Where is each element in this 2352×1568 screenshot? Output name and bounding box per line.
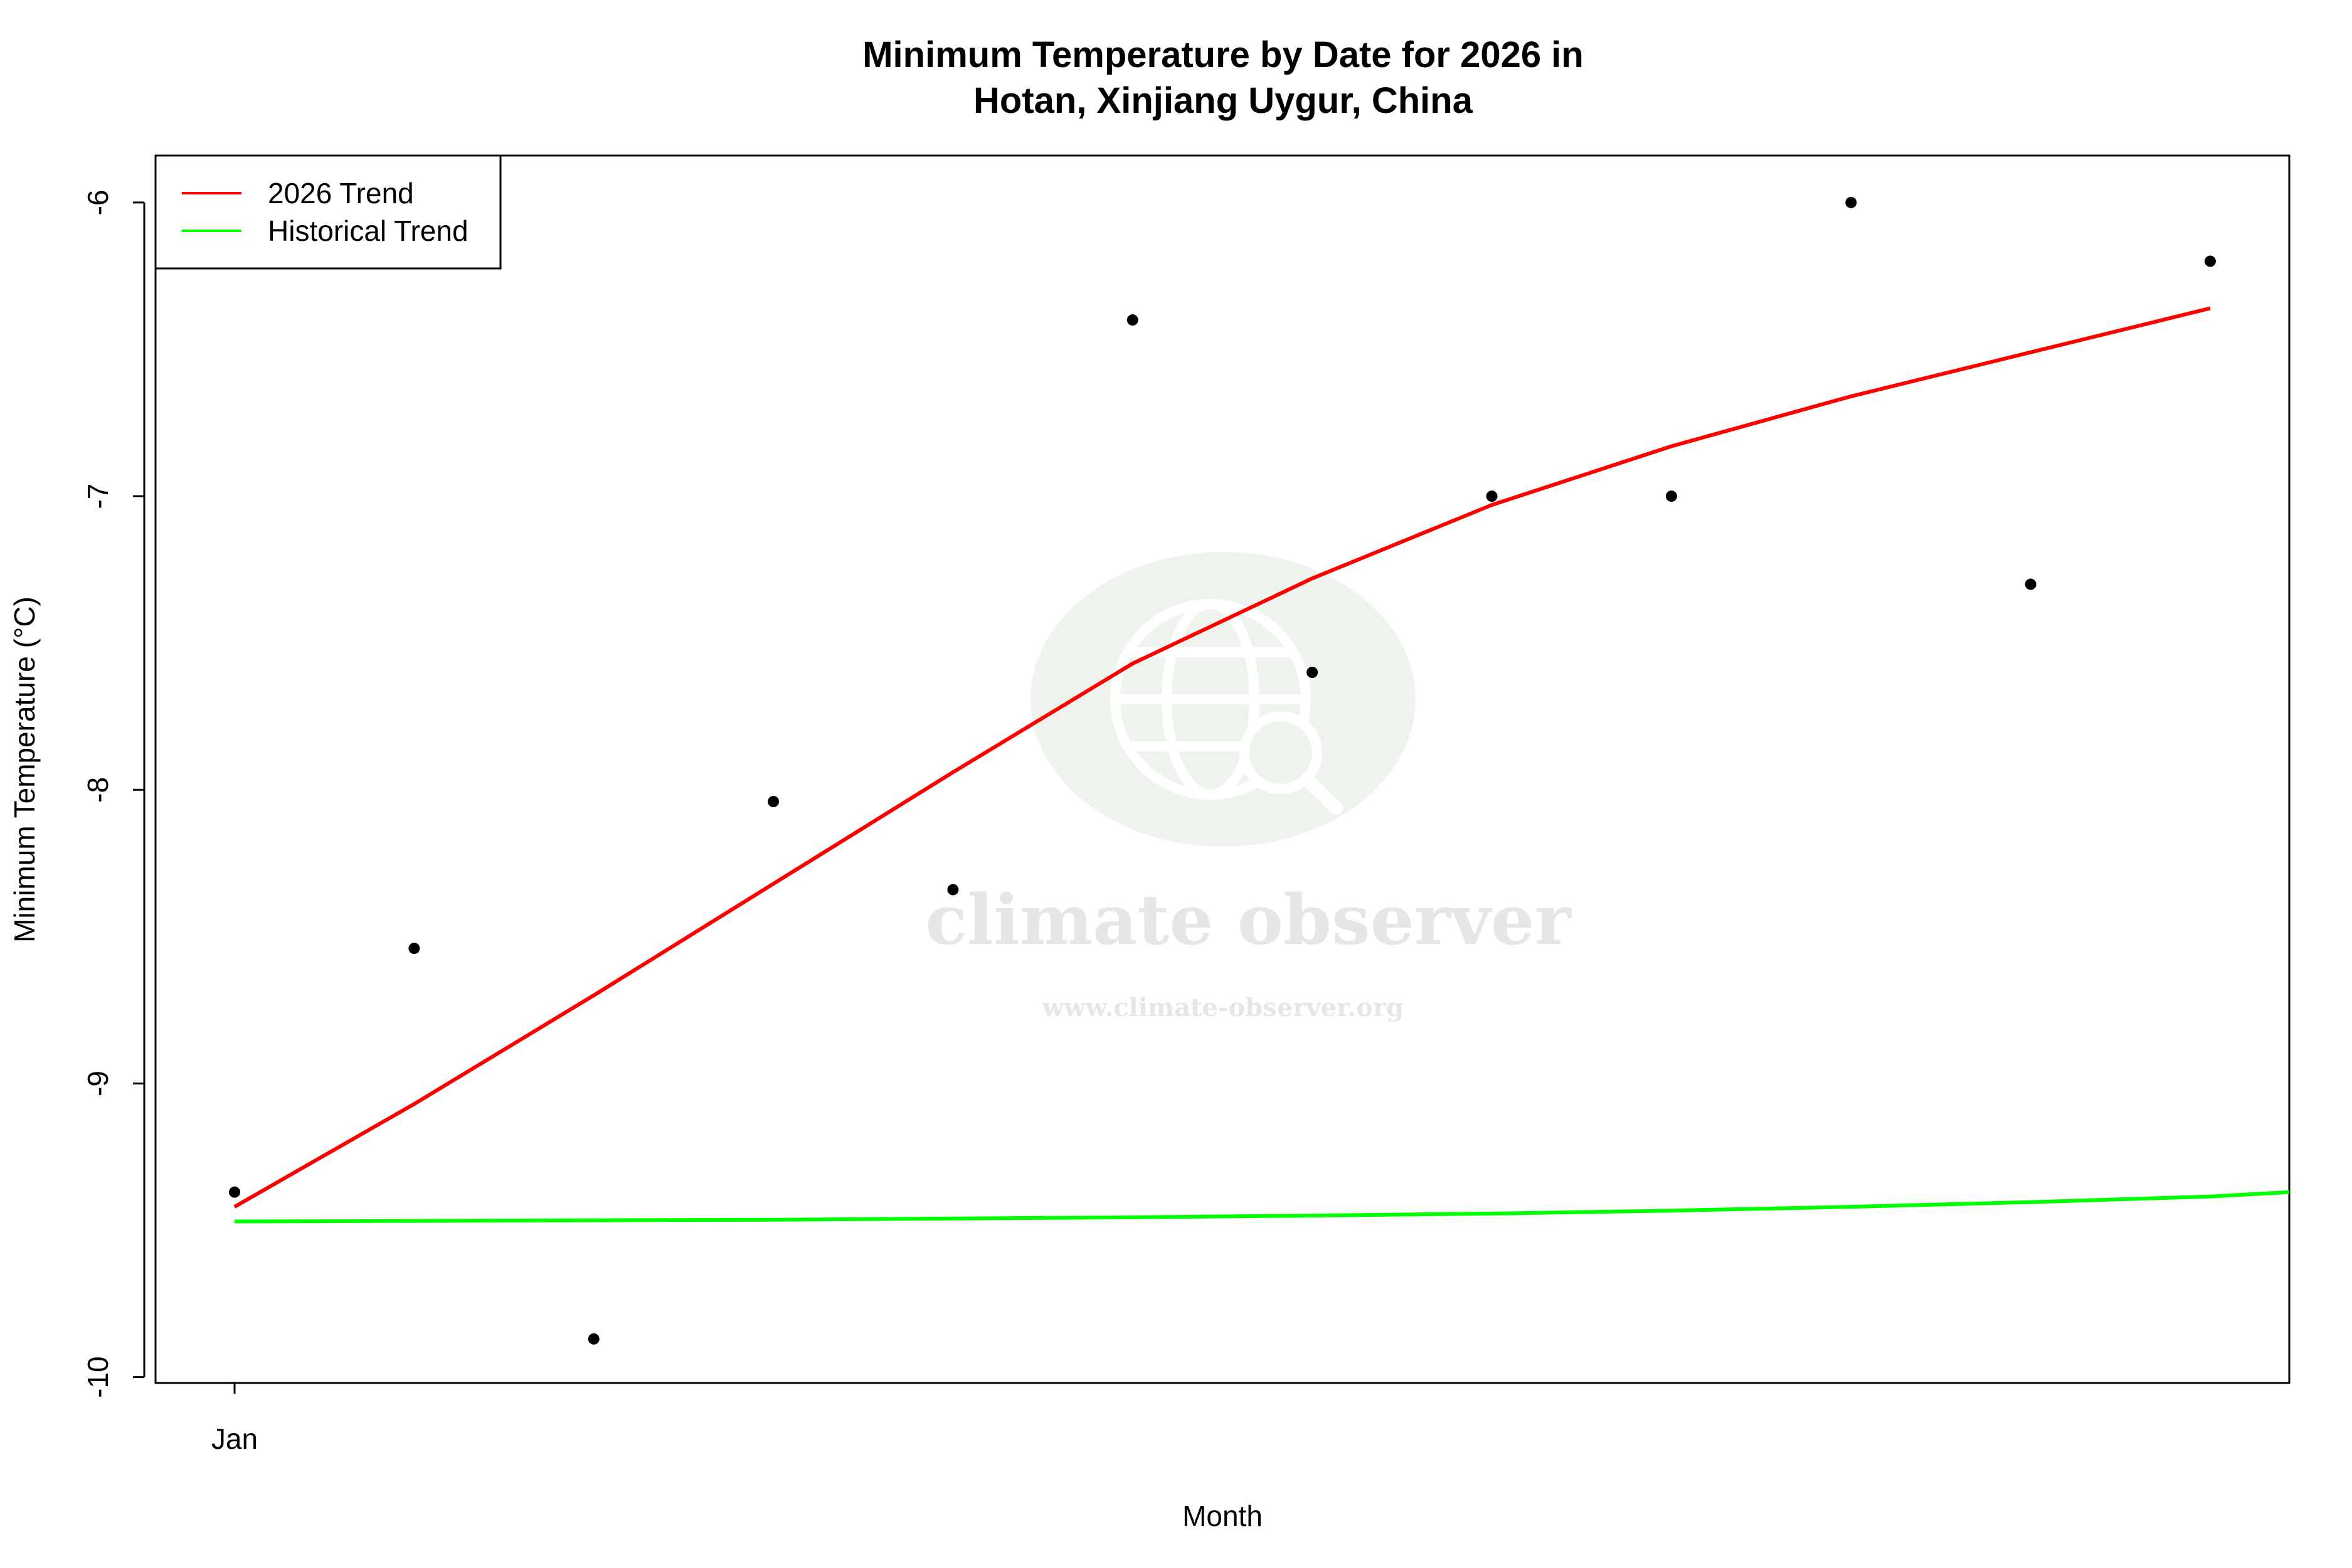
data-point — [1845, 196, 1857, 208]
data-point — [2025, 578, 2037, 590]
y-tick-label: -6 — [82, 189, 114, 215]
legend: 2026 Trend Historical Trend — [154, 154, 502, 270]
data-point — [588, 1333, 600, 1345]
data-point — [1665, 490, 1677, 502]
data-point — [1126, 314, 1138, 326]
x-tick-label: Jan — [211, 1422, 258, 1455]
watermark: climate observer www.climate-observer.or… — [925, 552, 1572, 1022]
data-point — [1486, 490, 1498, 502]
data-point — [229, 1186, 240, 1198]
data-point — [947, 884, 959, 896]
x-axis: Jan — [211, 1383, 258, 1455]
series-line-2026-trend — [233, 306, 2211, 1209]
data-point — [1306, 667, 1318, 678]
y-tick-label: -9 — [82, 1071, 114, 1096]
y-axis-label: Minimum Temperature (°C) — [8, 596, 41, 943]
watermark-name: climate observer — [925, 879, 1572, 960]
data-point — [408, 943, 420, 955]
y-tick-label: -8 — [82, 777, 114, 803]
data-point — [768, 796, 780, 807]
legend-label-2026-trend: 2026 Trend — [268, 177, 414, 209]
y-tick-label: -7 — [82, 484, 114, 509]
watermark-url: www.climate-observer.org — [1042, 993, 1404, 1022]
legend-box — [154, 154, 502, 270]
plot-frame — [154, 154, 2291, 1384]
series-line-historical-trend — [234, 1190, 2290, 1224]
chart-title-line1: Minimum Temperature by Date for 2026 in — [862, 34, 1584, 75]
points-layer — [229, 196, 2216, 1345]
y-axis: -10 -9 -8 -7 -6 — [82, 189, 146, 1398]
series-layer — [233, 306, 2290, 1224]
legend-label-historical-trend: Historical Trend — [268, 215, 469, 247]
y-tick-label: -10 — [82, 1356, 114, 1397]
data-point — [2205, 255, 2216, 267]
x-axis-label: Month — [1182, 1500, 1263, 1532]
chart-title-line2: Hotan, Xinjiang Uygur, China — [973, 80, 1473, 121]
